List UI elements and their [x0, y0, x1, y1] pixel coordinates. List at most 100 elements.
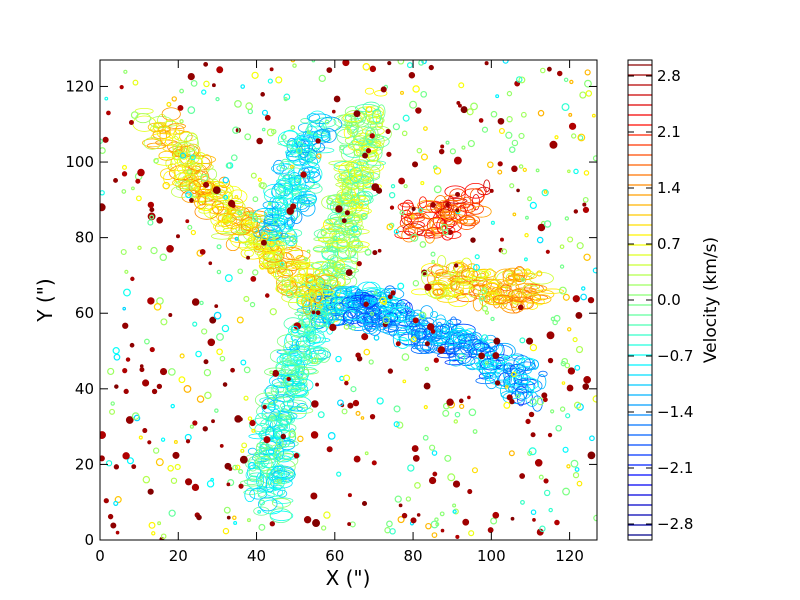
- noise-clump: [494, 380, 501, 386]
- noise-clump: [474, 254, 480, 260]
- contour-ring: [298, 166, 318, 175]
- contour-ring: [281, 291, 306, 304]
- noise-clump: [159, 253, 168, 262]
- noise-clump: [243, 295, 250, 302]
- noise-clump: [563, 77, 569, 83]
- noise-clump: [259, 499, 266, 506]
- noise-clump: [110, 401, 115, 406]
- noise-clump: [568, 112, 573, 117]
- noise-clump: [337, 399, 344, 407]
- contour-ring: [350, 175, 371, 187]
- noise-clump: [234, 464, 241, 471]
- noise-clump: [401, 512, 408, 519]
- noise-clump: [333, 235, 338, 241]
- colorbar-tick-label: −1.4: [657, 403, 693, 421]
- noise-clump: [484, 310, 490, 315]
- contour-ring: [277, 174, 287, 188]
- noise-clump: [249, 301, 256, 308]
- noise-clump: [187, 224, 193, 230]
- noise-clump: [109, 408, 116, 415]
- contour-ring: [175, 142, 195, 154]
- contour-ring: [306, 113, 321, 122]
- noise-clump: [223, 506, 231, 514]
- contour-ring: [294, 311, 312, 317]
- contour-ring: [404, 302, 413, 314]
- y-axis-label: Y ("): [33, 278, 57, 322]
- noise-clump: [243, 395, 249, 401]
- noise-clump: [528, 447, 537, 456]
- noise-clump: [132, 79, 139, 86]
- noise-clump: [405, 496, 412, 502]
- noise-clump: [347, 493, 352, 498]
- noise-clump: [362, 152, 368, 159]
- contour-ring: [336, 128, 356, 145]
- noise-clump: [393, 421, 400, 428]
- noise-clump: [559, 244, 565, 250]
- noise-clump: [428, 476, 437, 485]
- noise-clump: [508, 450, 515, 457]
- contour-layer: [100, 60, 597, 540]
- contour-ring: [466, 263, 478, 273]
- contour-ring: [236, 229, 246, 235]
- contour-ring: [278, 449, 295, 460]
- noise-clump: [327, 432, 336, 440]
- noise-clump: [237, 268, 243, 275]
- noise-clump: [537, 109, 545, 117]
- contour-ring: [456, 265, 475, 281]
- noise-clump: [113, 177, 118, 183]
- noise-clump: [238, 417, 243, 422]
- contour-ring: [502, 296, 523, 311]
- noise-clump: [515, 76, 523, 83]
- noise-clump: [511, 139, 519, 147]
- noise-clump: [453, 156, 462, 165]
- contour-ring: [222, 216, 234, 223]
- noise-clump: [153, 447, 160, 454]
- contour-ring: [268, 475, 285, 490]
- contour-ring: [526, 301, 539, 310]
- contour-ring: [158, 150, 176, 161]
- noise-clump: [416, 147, 423, 154]
- noise-clump: [390, 184, 396, 189]
- noise-clump: [288, 225, 293, 230]
- contour-ring: [254, 457, 276, 464]
- noise-clump: [174, 463, 181, 471]
- noise-clump: [121, 189, 127, 194]
- contour-ring: [297, 268, 307, 285]
- noise-clump: [187, 72, 195, 81]
- noise-clump: [156, 383, 163, 390]
- noise-clump: [505, 131, 513, 139]
- noise-clump: [216, 66, 224, 74]
- noise-clump: [326, 67, 333, 73]
- contour-ring: [539, 288, 565, 294]
- contour-ring: [532, 289, 555, 300]
- noise-clump: [449, 148, 456, 155]
- noise-clump: [585, 90, 593, 97]
- contour-ring: [366, 305, 380, 317]
- noise-clump: [171, 96, 177, 102]
- contour-ring: [520, 297, 534, 310]
- noise-clump: [436, 288, 444, 296]
- noise-clump: [543, 190, 548, 194]
- contour-ring: [272, 159, 285, 175]
- noise-clump: [529, 343, 538, 352]
- contour-ring: [262, 233, 282, 242]
- noise-clump: [340, 266, 346, 273]
- noise-clump: [372, 250, 378, 256]
- contour-ring: [443, 214, 468, 222]
- contour-ring: [274, 473, 294, 484]
- noise-clump: [227, 478, 235, 487]
- contour-ring: [273, 395, 294, 413]
- y-tick-label: 40: [75, 380, 94, 398]
- contour-ring: [271, 241, 285, 252]
- noise-clump: [582, 196, 589, 203]
- noise-clump: [100, 147, 106, 154]
- noise-clump: [504, 385, 509, 389]
- noise-clump: [168, 312, 173, 317]
- contour-ring: [400, 202, 414, 208]
- noise-clump: [447, 229, 453, 235]
- noise-clump: [246, 518, 251, 523]
- noise-clump: [393, 228, 400, 235]
- contour-ring: [458, 336, 482, 352]
- noise-clump: [249, 419, 256, 427]
- noise-clump: [445, 140, 450, 145]
